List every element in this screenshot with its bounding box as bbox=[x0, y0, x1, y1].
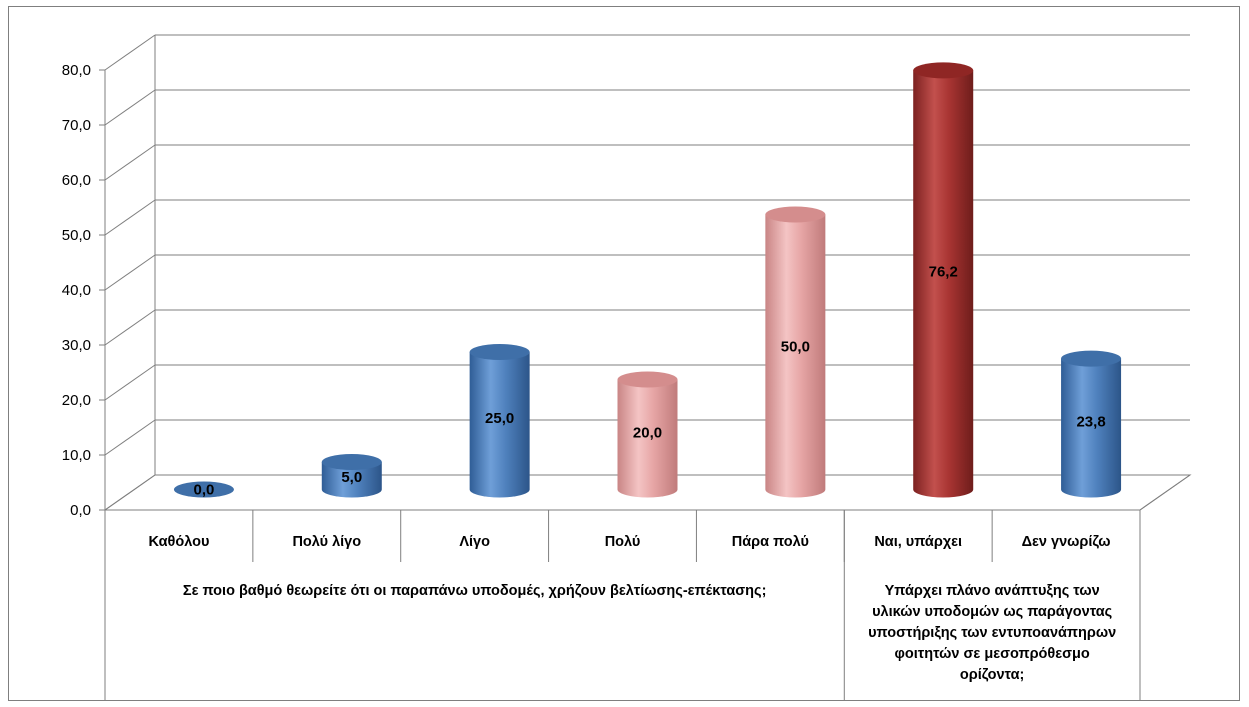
gridline-side bbox=[104, 419, 156, 456]
bar-body bbox=[469, 352, 530, 498]
gridline-side bbox=[104, 309, 156, 346]
y-tick-label: 50,0 bbox=[62, 227, 91, 244]
bar-body bbox=[617, 379, 678, 498]
y-tick-label: 30,0 bbox=[62, 337, 91, 354]
category-label: Ναι, υπάρχει bbox=[874, 534, 962, 550]
y-tick-label: 80,0 bbox=[62, 62, 91, 79]
category-label: Δεν γνωρίζω bbox=[1022, 534, 1111, 550]
category-label: Πολύ λίγο bbox=[292, 534, 361, 550]
bar bbox=[469, 344, 530, 498]
data-label: 76,2 bbox=[929, 264, 958, 281]
chart-frame bbox=[8, 6, 1240, 701]
data-label: 23,8 bbox=[1076, 413, 1105, 430]
bar-top bbox=[321, 454, 382, 470]
group-label: φοιτητών σε μεσοπρόθεσμο bbox=[895, 646, 1090, 662]
bar bbox=[321, 454, 382, 498]
group-label: υλικών υποδομών ως παράγοντας bbox=[872, 604, 1112, 620]
gridline-side bbox=[104, 364, 156, 401]
bar-body bbox=[1061, 358, 1122, 498]
y-tick-label: 20,0 bbox=[62, 392, 91, 409]
y-tick-label: 0,0 bbox=[70, 502, 91, 519]
data-label: 20,0 bbox=[633, 424, 662, 441]
bar bbox=[765, 206, 826, 498]
bar-top bbox=[1061, 350, 1122, 367]
category-label: Καθόλου bbox=[148, 534, 209, 550]
data-label: 5,0 bbox=[341, 469, 362, 486]
y-tick-label: 10,0 bbox=[62, 447, 91, 464]
bar-body bbox=[321, 462, 382, 498]
category-label: Λίγο bbox=[459, 534, 490, 550]
bar-top bbox=[469, 344, 530, 360]
bar-top bbox=[617, 371, 678, 388]
y-tick-label: 70,0 bbox=[62, 117, 91, 134]
gridline-side bbox=[104, 254, 156, 291]
bar bbox=[173, 481, 234, 498]
category-table: Καθόλου Πολύ λίγο Λίγο Πολύ Πάρα πολύ Ναι, υπ… bbox=[104, 474, 1191, 701]
floor-edge bbox=[1139, 474, 1191, 511]
gridline-side bbox=[104, 89, 156, 126]
gridline-side bbox=[104, 34, 156, 71]
bar-body bbox=[913, 70, 974, 498]
group-label: Σε ποιο βαθμό θεωρείτε ότι οι παραπάνω υ… bbox=[183, 583, 767, 599]
y-tick-label: 40,0 bbox=[62, 282, 91, 299]
y-tick-label: 60,0 bbox=[62, 172, 91, 189]
data-label: 25,0 bbox=[485, 410, 514, 427]
group-label: Υπάρχει πλάνο ανάπτυξης των bbox=[885, 583, 1100, 599]
category-label: Πάρα πολύ bbox=[732, 534, 809, 550]
bar-top bbox=[765, 206, 826, 223]
category-label: Πολύ bbox=[605, 534, 641, 550]
data-label: 0,0 bbox=[193, 482, 214, 499]
group-label: υποστήριξης των εντυποανάπηρων bbox=[868, 625, 1116, 641]
bar-body bbox=[765, 214, 826, 498]
bar bbox=[617, 371, 678, 498]
gridline-side bbox=[104, 144, 156, 181]
y-axis: 0,0 10,0 20,0 30,0 40,0 50,0 60,0 70,0 80,0 bbox=[62, 35, 156, 519]
bar-top bbox=[913, 62, 974, 79]
data-label: 50,0 bbox=[781, 339, 810, 356]
bar bbox=[913, 62, 974, 498]
group-label: ορίζοντα; bbox=[960, 667, 1024, 683]
bar bbox=[1061, 350, 1122, 498]
data-labels: 0,0 5,0 25,0 20,0 50,0 76,2 23,8 bbox=[193, 264, 1105, 499]
bar-top bbox=[173, 481, 234, 498]
gridline-side bbox=[104, 199, 156, 236]
bars bbox=[173, 62, 1122, 498]
